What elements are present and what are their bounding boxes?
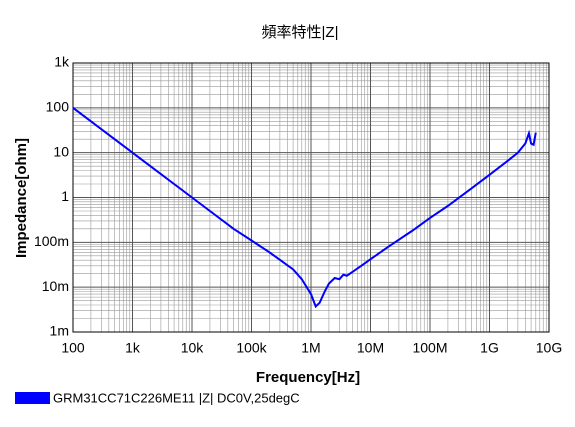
- x-tick-label: 10M: [357, 340, 384, 356]
- x-tick-label: 100k: [236, 340, 267, 356]
- x-tick-label: 1k: [125, 340, 141, 356]
- x-tick-label: 10G: [536, 340, 562, 356]
- y-tick-label: 10: [53, 143, 69, 159]
- y-tick-label: 1m: [50, 323, 69, 339]
- x-tick-label: 100M: [412, 340, 447, 356]
- chart-title: 頻率特性|Z|: [262, 24, 339, 41]
- x-tick-label: 1G: [480, 340, 499, 356]
- x-tick-label: 100: [61, 340, 85, 356]
- plot-frame: [72, 62, 550, 333]
- y-tick-label: 10m: [42, 278, 69, 294]
- y-tick-label: 1k: [54, 54, 70, 70]
- x-tick-label: 10k: [181, 340, 205, 356]
- y-axis-label: Impedance[ohm]: [13, 138, 30, 258]
- y-tick-label: 1: [61, 188, 69, 204]
- x-axis-label: Frequency[Hz]: [256, 369, 360, 386]
- y-tick-label: 100m: [34, 233, 69, 249]
- x-tick-label: 1M: [301, 340, 320, 356]
- legend-label: GRM31CC71C226ME11 |Z| DC0V,25degC: [53, 390, 300, 405]
- data-line: [72, 107, 537, 309]
- y-tick-label: 100: [46, 99, 70, 115]
- legend-swatch: [15, 392, 50, 404]
